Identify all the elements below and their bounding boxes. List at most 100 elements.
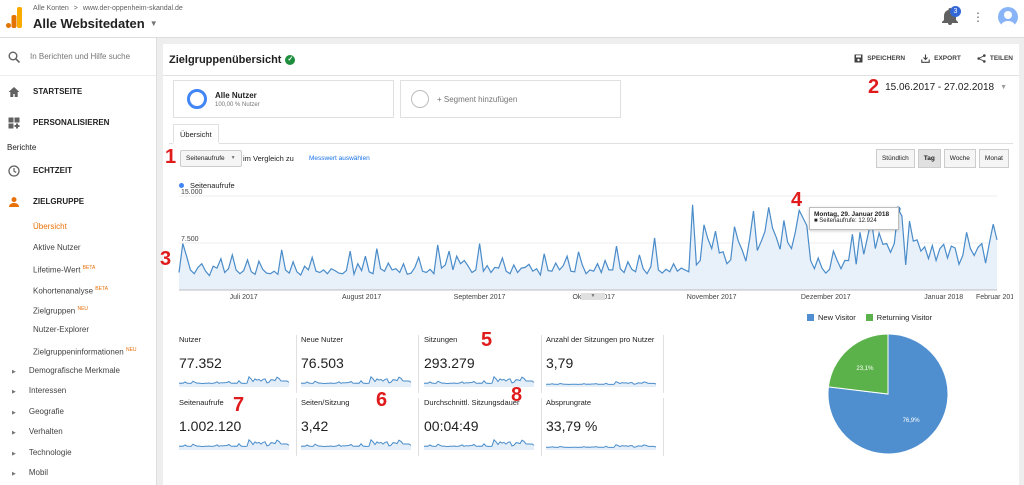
- metric-value: 33,79 %: [546, 418, 598, 434]
- sidebar-tree-item[interactable]: ▶ Verhalten: [0, 422, 156, 443]
- expand-triangle-icon: ▶: [12, 430, 16, 436]
- metric-sparkline: [424, 438, 535, 450]
- export-button[interactable]: EXPORT: [921, 54, 961, 63]
- page-header: Zielgruppenübersicht ✓ SPEICHERN EXPORT …: [163, 44, 1019, 76]
- expand-triangle-icon: ▶: [12, 368, 16, 375]
- breadcrumb-account[interactable]: Alle Konten: [33, 5, 69, 12]
- sidebar-sub-item[interactable]: Übersicht: [0, 217, 156, 238]
- granularity-month[interactable]: Monat: [978, 149, 1009, 168]
- sparkline-line: [546, 381, 657, 385]
- chevron-down-icon: ▼: [149, 19, 158, 28]
- collapse-chart-handle[interactable]: ▼: [581, 293, 605, 300]
- expand-triangle-icon: ▶: [12, 450, 16, 457]
- sidebar-tree-item[interactable]: ▶ Demografische Merkmale: [0, 361, 156, 382]
- sidebar-tree-item[interactable]: ▶ Geografie: [0, 402, 156, 423]
- sidebar-sub-item-label: Zielgruppeninformationen: [33, 347, 124, 357]
- sparkline-line: [424, 438, 535, 448]
- sidebar-sub-item-label: Lifetime-Wert: [33, 265, 81, 275]
- x-tick-label: Dezember 2017: [801, 294, 851, 301]
- metric-tile[interactable]: Absprungrate 33,79 %: [546, 398, 664, 456]
- metric-tile[interactable]: Seiten/Sitzung 3,42: [301, 398, 419, 456]
- sidebar-item-label: STARTSEITE: [33, 87, 83, 96]
- metric-tile[interactable]: Nutzer 77.352: [179, 335, 297, 393]
- legend-label: Seitenaufrufe: [190, 181, 235, 190]
- metric-label: Sitzungen: [424, 335, 458, 344]
- segment-share: 100,00 % Nutzer: [215, 101, 260, 108]
- main-panel: Zielgruppenübersicht ✓ SPEICHERN EXPORT …: [163, 44, 1019, 485]
- sparkline-line: [179, 438, 290, 448]
- sparkline-line: [301, 375, 412, 385]
- sidebar-sub-item[interactable]: Lifetime-Wert BETA: [0, 258, 156, 279]
- sparkline-line: [301, 438, 412, 448]
- metric-sparkline: [301, 375, 412, 387]
- breadcrumb[interactable]: Alle Konten > www.der-oppenheim-skandal.…: [33, 5, 186, 12]
- sidebar-sub-item[interactable]: Kohortenanalyse BETA: [0, 279, 156, 300]
- pageviews-line-chart[interactable]: 15.000 7.500 Juli 2017 August 2017 September…: [177, 179, 1013, 301]
- granularity-week[interactable]: Woche: [943, 149, 976, 168]
- sparkline-line: [546, 444, 657, 448]
- sparkline-area: [424, 376, 534, 387]
- select-metric-link[interactable]: Messwert auswählen: [309, 155, 370, 162]
- sidebar-search[interactable]: [0, 38, 156, 76]
- metric-tile[interactable]: Neue Nutzer 76.503: [301, 335, 419, 393]
- sidebar-item-label: PERSONALISIEREN: [33, 118, 110, 127]
- sidebar-sub-item[interactable]: Zielgruppen NEU: [0, 299, 156, 320]
- metric-tile[interactable]: Sitzungen 293.279: [424, 335, 542, 393]
- metric-sparkline: [546, 444, 657, 450]
- visitor-type-pie-chart[interactable]: 76,9% 23,1%: [823, 329, 953, 459]
- breadcrumb-property[interactable]: www.der-oppenheim-skandal.de: [82, 5, 183, 12]
- home-icon: [8, 86, 20, 97]
- sparkline-area: [179, 376, 289, 387]
- metric-label: Seitenaufrufe: [179, 398, 224, 407]
- pie-slice-new-visitor: [827, 333, 949, 455]
- more-menu-icon[interactable]: ⋮: [972, 10, 984, 24]
- sidebar-sub-item[interactable]: Aktive Nutzer: [0, 238, 156, 259]
- annotation-8: 8: [511, 384, 523, 406]
- chart-legend: Seitenaufrufe: [179, 181, 235, 190]
- granularity-hourly[interactable]: Stündlich: [875, 149, 915, 168]
- metric-sparkline: [424, 375, 535, 387]
- sparkline-area: [179, 439, 289, 450]
- top-bar: Alle Konten > www.der-oppenheim-skandal.…: [0, 0, 1024, 38]
- x-tick-label: November 2017: [687, 294, 737, 301]
- sidebar-tree-item[interactable]: ▶ Technologie: [0, 443, 156, 464]
- metric-tile[interactable]: Seitenaufrufe 1.002.120: [179, 398, 297, 456]
- notifications-button[interactable]: 3: [942, 6, 961, 26]
- metric-tile[interactable]: Anzahl der Sitzungen pro Nutzer 3,79: [546, 335, 664, 393]
- sidebar-tree-item-label: Mobil: [28, 468, 48, 477]
- granularity-day[interactable]: Tag: [917, 149, 941, 168]
- sidebar-sub-item[interactable]: Nutzer-Explorer: [0, 320, 156, 341]
- sidebar-item-home[interactable]: STARTSEITE: [0, 76, 156, 107]
- annotation-2: 2: [868, 76, 880, 98]
- export-label: EXPORT: [934, 55, 961, 62]
- sidebar-item-label: ECHTZEIT: [33, 166, 73, 175]
- tab-overview[interactable]: Übersicht: [173, 124, 219, 144]
- metric-tile[interactable]: Durchschnittl. Sitzungsdauer 00:04:49: [424, 398, 542, 456]
- sidebar-tree-item-label: Demografische Merkmale: [28, 365, 120, 375]
- avatar[interactable]: [998, 7, 1018, 27]
- search-input[interactable]: [30, 52, 140, 61]
- sidebar-item-audience[interactable]: ZIELGRUPPE: [0, 186, 156, 217]
- chart-tooltip: Montag, 29. Januar 2018 ■ Seitenaufrufe:…: [809, 207, 899, 230]
- sidebar-item-customize[interactable]: PERSONALISIEREN: [0, 107, 156, 138]
- sidebar-tree-item-label: Technologie: [28, 447, 72, 457]
- expand-triangle-icon: ▶: [12, 471, 16, 477]
- metric-label: Neue Nutzer: [301, 335, 344, 344]
- sidebar-tree-item[interactable]: ▶ Mobil: [0, 463, 156, 484]
- metric-select[interactable]: Seitenaufrufe ▼: [180, 150, 242, 167]
- metric-label: Absprungrate: [546, 398, 592, 407]
- add-segment-button[interactable]: + Segment hinzufügen: [400, 80, 621, 118]
- view-selector[interactable]: Alle Websitedaten ▼: [33, 16, 158, 31]
- date-range-picker[interactable]: 15.06.2017 - 27.02.2018 ▼: [885, 82, 1007, 93]
- metric-sparkline: [546, 381, 657, 387]
- segment-all-users[interactable]: Alle Nutzer 100,00 % Nutzer: [173, 80, 394, 118]
- sidebar-tree-item[interactable]: ▶ Interessen: [0, 381, 156, 402]
- sidebar-item-realtime[interactable]: ECHTZEIT: [0, 155, 156, 186]
- segment-name: Alle Nutzer: [215, 90, 257, 100]
- save-button[interactable]: SPEICHERN: [854, 54, 905, 63]
- share-button[interactable]: TEILEN: [977, 54, 1013, 63]
- sidebar-sub-item[interactable]: Zielgruppeninformationen NEU: [0, 340, 156, 361]
- metric-value: 3,79: [546, 355, 574, 371]
- analytics-logo[interactable]: [6, 6, 22, 28]
- verified-check-icon: ✓: [285, 55, 296, 65]
